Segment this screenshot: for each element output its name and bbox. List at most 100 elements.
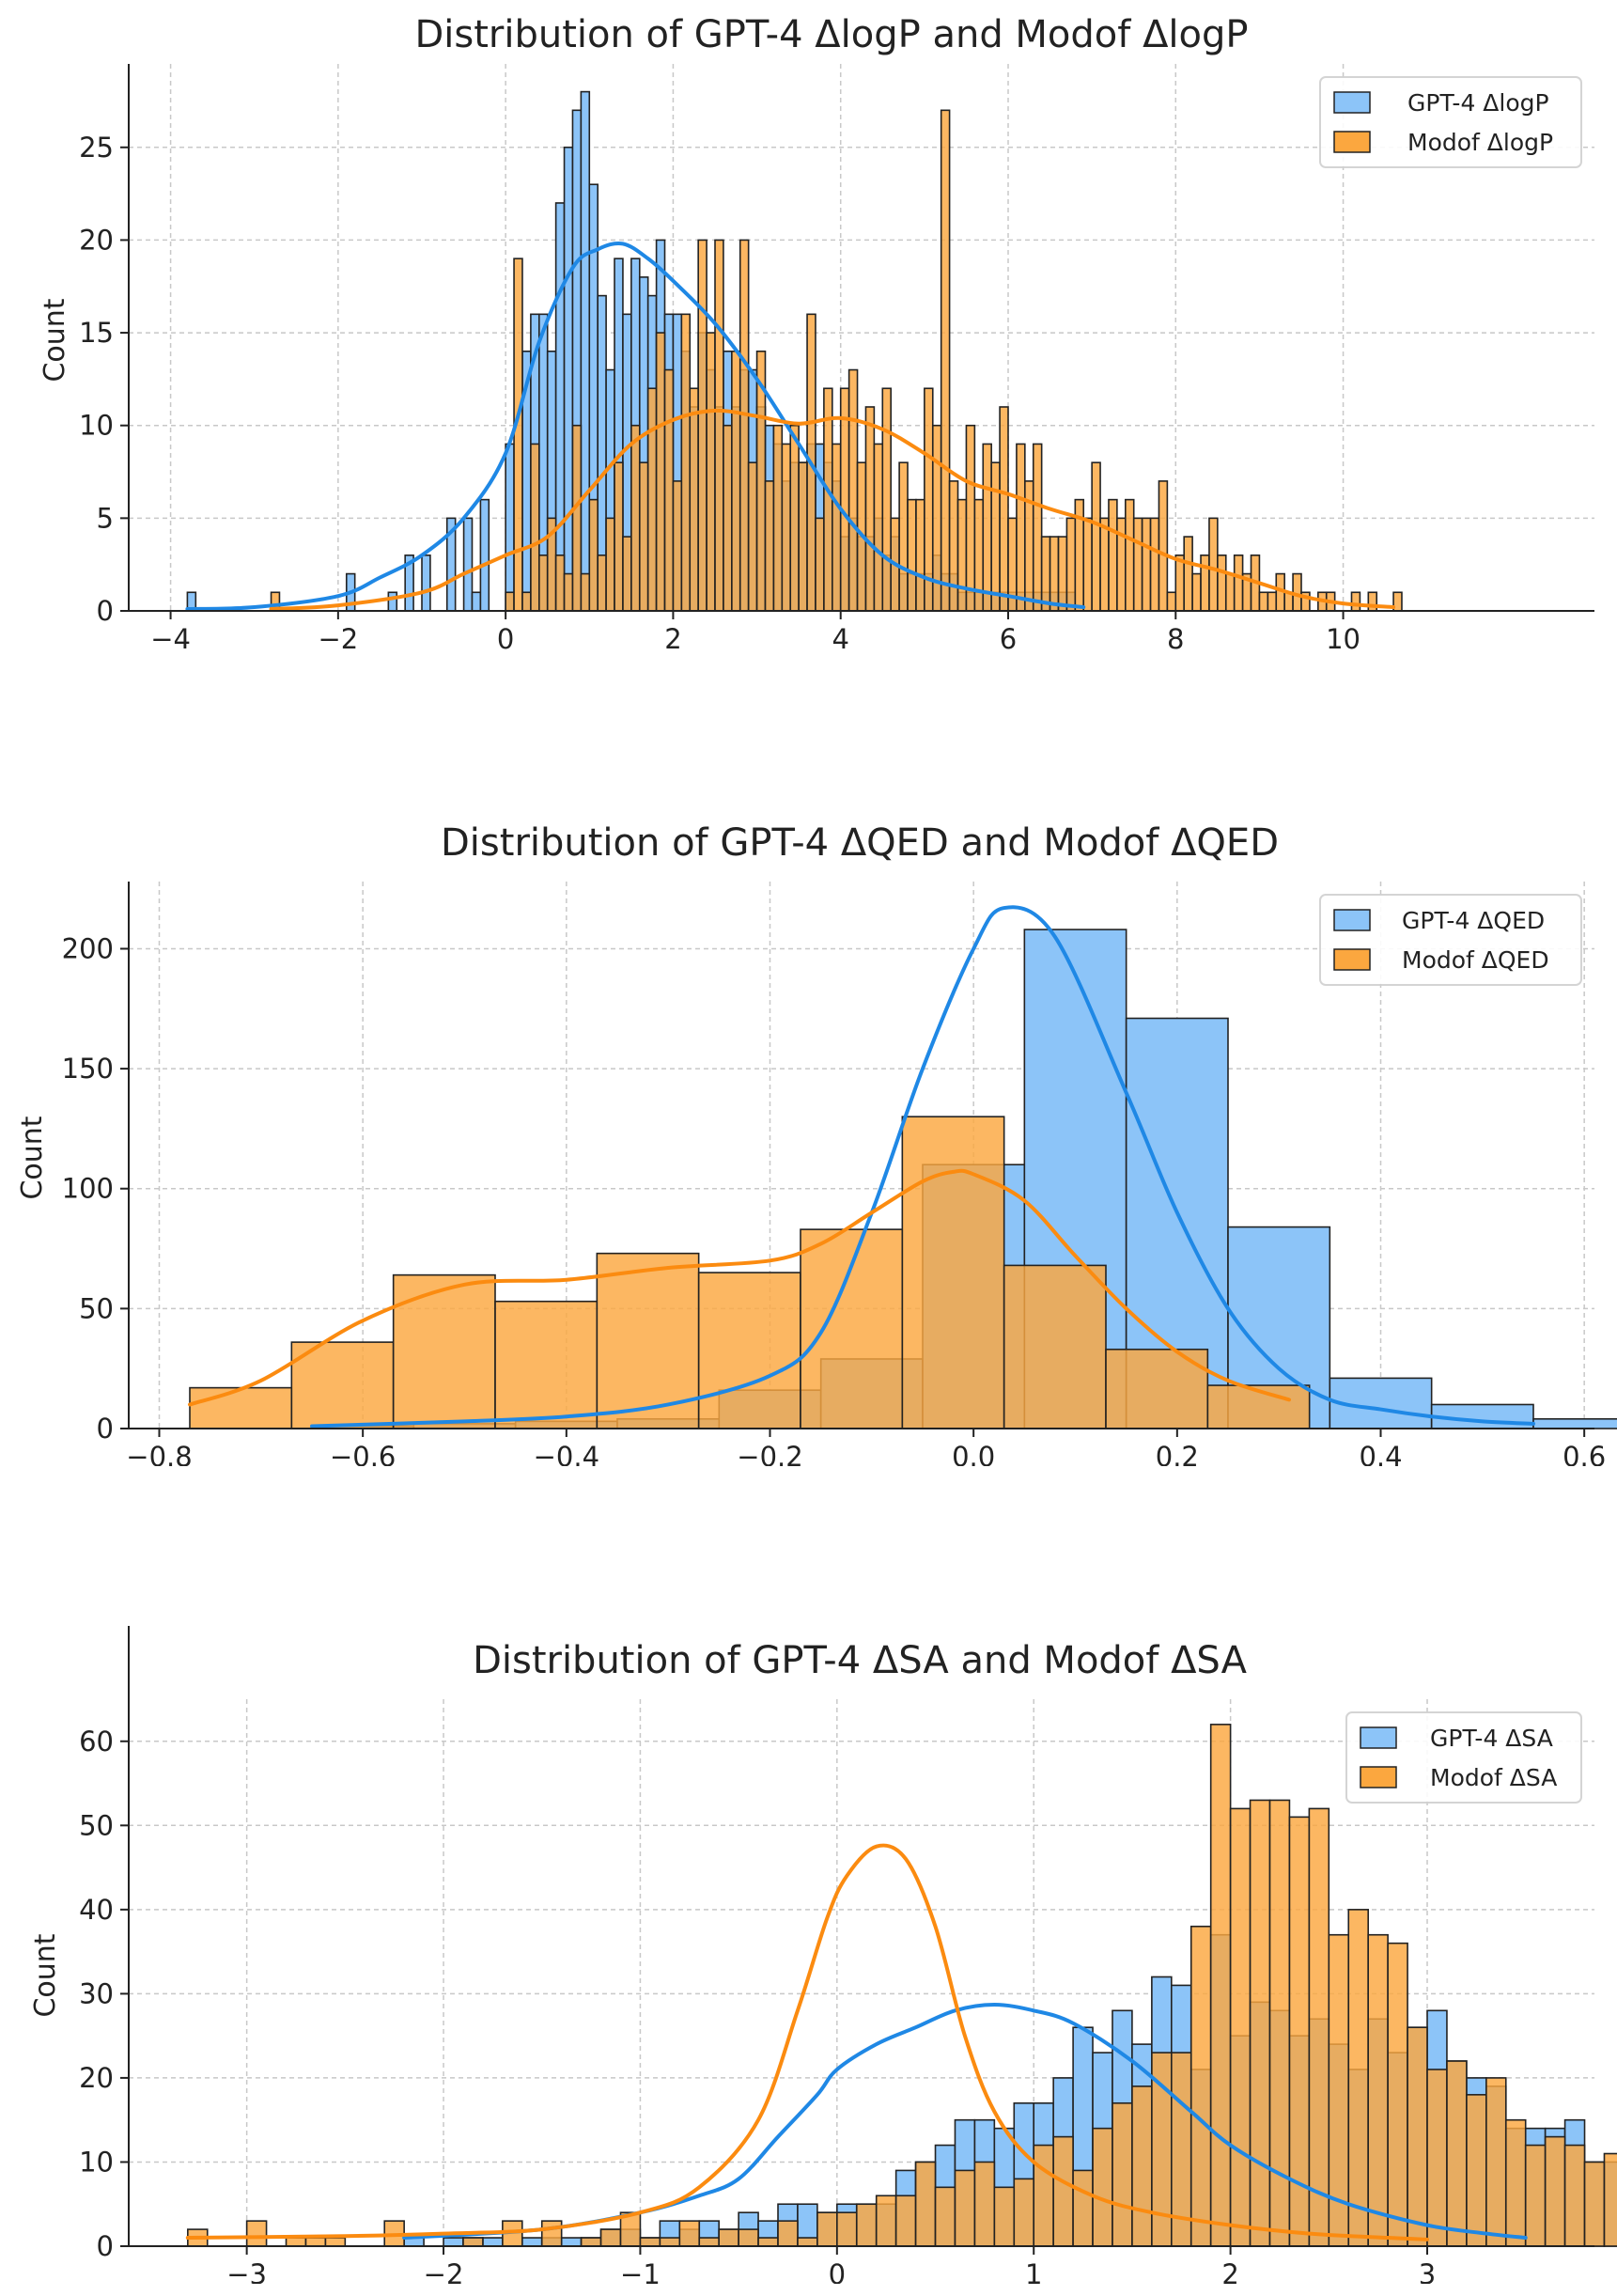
modof-bar [530, 443, 540, 612]
modof-bar [993, 2186, 1016, 2247]
modof-bar [1092, 2127, 1113, 2247]
y-tick-label: 0 [97, 1413, 114, 1445]
modof-bar [973, 2161, 996, 2247]
x-tick-label: −1 [620, 2258, 661, 2284]
modof-bar [789, 424, 800, 612]
modof-bar [599, 2228, 622, 2247]
chart-logp: Distribution of GPT-4 ΔlogP and Modof Δl… [39, 13, 1594, 655]
y-tick-label: 20 [79, 2062, 114, 2094]
gpt4-bar [443, 2237, 464, 2247]
x-tick-label: 0.2 [1156, 1441, 1199, 1466]
modof-bar [718, 2228, 739, 2247]
legend-swatch-modof [1360, 1766, 1397, 1788]
modof-bar [1367, 1933, 1389, 2247]
modof-bar [639, 2237, 661, 2247]
gpt4-bar [505, 443, 515, 612]
modof-bar [800, 1228, 904, 1429]
x-tick-label: 1 [1025, 2258, 1042, 2284]
x-tick-label: 0.4 [1359, 1441, 1402, 1466]
legend-swatch-gpt4 [1333, 909, 1371, 931]
legend: GPT-4 ΔSA Modof ΔSA [1345, 1711, 1582, 1804]
modof-bar [392, 1273, 496, 1429]
y-tick-label: 10 [79, 2146, 114, 2178]
gpt4-bar [563, 146, 574, 612]
modof-bar [1200, 554, 1210, 612]
modof-bar [672, 480, 683, 612]
modof-bar [1013, 2178, 1035, 2247]
modof-bar [1091, 461, 1101, 612]
x-tick-label: 0 [829, 2258, 846, 2284]
modof-kde-line [185, 1843, 1430, 2241]
modof-bar [714, 239, 724, 612]
modof-bar [1407, 2026, 1428, 2247]
modof-bar [1485, 2077, 1507, 2247]
modof-bar [597, 554, 607, 612]
modof-bar [781, 443, 792, 612]
modof-bar [764, 480, 775, 612]
kde-curves [185, 241, 1396, 612]
modof-bar [965, 424, 976, 612]
modof-bar [999, 406, 1009, 612]
modof-bar [973, 498, 985, 612]
modof-bar [680, 313, 692, 612]
modof-bar [1603, 2152, 1617, 2247]
modof-bar [816, 2211, 838, 2247]
legend-label-gpt4: GPT-4 ΔSA [1430, 1725, 1553, 1752]
axis-ticks: −4 −2 0 2 4 6 8 10 0 5 10 15 20 25 [79, 132, 1360, 655]
modof-bar [875, 2194, 897, 2247]
modof-bar [1149, 517, 1160, 612]
modof-bar [798, 461, 808, 612]
kde-curves [188, 905, 1535, 1429]
modof-bar [1208, 517, 1219, 612]
modof-bar [285, 2237, 307, 2247]
modof-bar [934, 2186, 956, 2247]
chart-title: Distribution of GPT-4 ΔlogP and Modof Δl… [414, 13, 1248, 56]
modof-bar [915, 498, 925, 612]
axis-ticks: −0.8 −0.6 −0.4 −0.2 0.0 0.2 0.4 0.6 0 50 100 150 200 [62, 932, 1607, 1466]
y-tick-label: 10 [79, 410, 114, 442]
modof-bar [723, 424, 733, 612]
modof-bar [1082, 517, 1093, 612]
modof-bar [739, 239, 750, 612]
x-tick-label: 2 [664, 623, 681, 655]
gpt4-bar [482, 2237, 504, 2247]
modof-bar [1224, 572, 1236, 612]
modof-bar [630, 424, 641, 612]
modof-bar [1125, 498, 1135, 612]
modof-bar [1504, 2118, 1527, 2247]
modof-bar [638, 461, 649, 612]
modof-bar [580, 2237, 602, 2247]
modof-bar [823, 387, 833, 612]
x-tick-label: 8 [1167, 623, 1184, 655]
modof-bar [738, 2228, 759, 2247]
modof-bar [777, 2220, 799, 2247]
legend-frame [1319, 76, 1582, 168]
modof-bar [1258, 591, 1269, 612]
modof-bar [1072, 2169, 1094, 2247]
modof-bar [513, 258, 523, 612]
gpt4-kde-line [185, 241, 1086, 612]
modof-bar [1267, 591, 1278, 612]
modof-bar [940, 109, 951, 612]
modof-bar [956, 498, 968, 612]
modof-bar [580, 572, 591, 612]
legend-label-gpt4: GPT-4 ΔlogP [1407, 89, 1549, 117]
modof-bar [873, 443, 884, 612]
y-tick-label: 50 [79, 1292, 114, 1324]
modof-bar [605, 517, 615, 612]
gpt4-bar [554, 202, 566, 612]
modof-bar [881, 387, 892, 612]
modof-bar [1446, 2060, 1468, 2247]
modof-bar [1249, 1799, 1271, 2247]
gpt4-bar [421, 554, 431, 612]
modof-bar [1350, 591, 1361, 612]
x-tick-label: 10 [1326, 623, 1360, 655]
modof-bar [1003, 1264, 1107, 1429]
gpt4-kde-line [402, 2003, 1528, 2241]
modof-bar [1191, 572, 1202, 612]
modof-bar [1057, 536, 1068, 612]
modof-bar [772, 424, 784, 612]
y-tick-label: 60 [79, 1726, 114, 1757]
